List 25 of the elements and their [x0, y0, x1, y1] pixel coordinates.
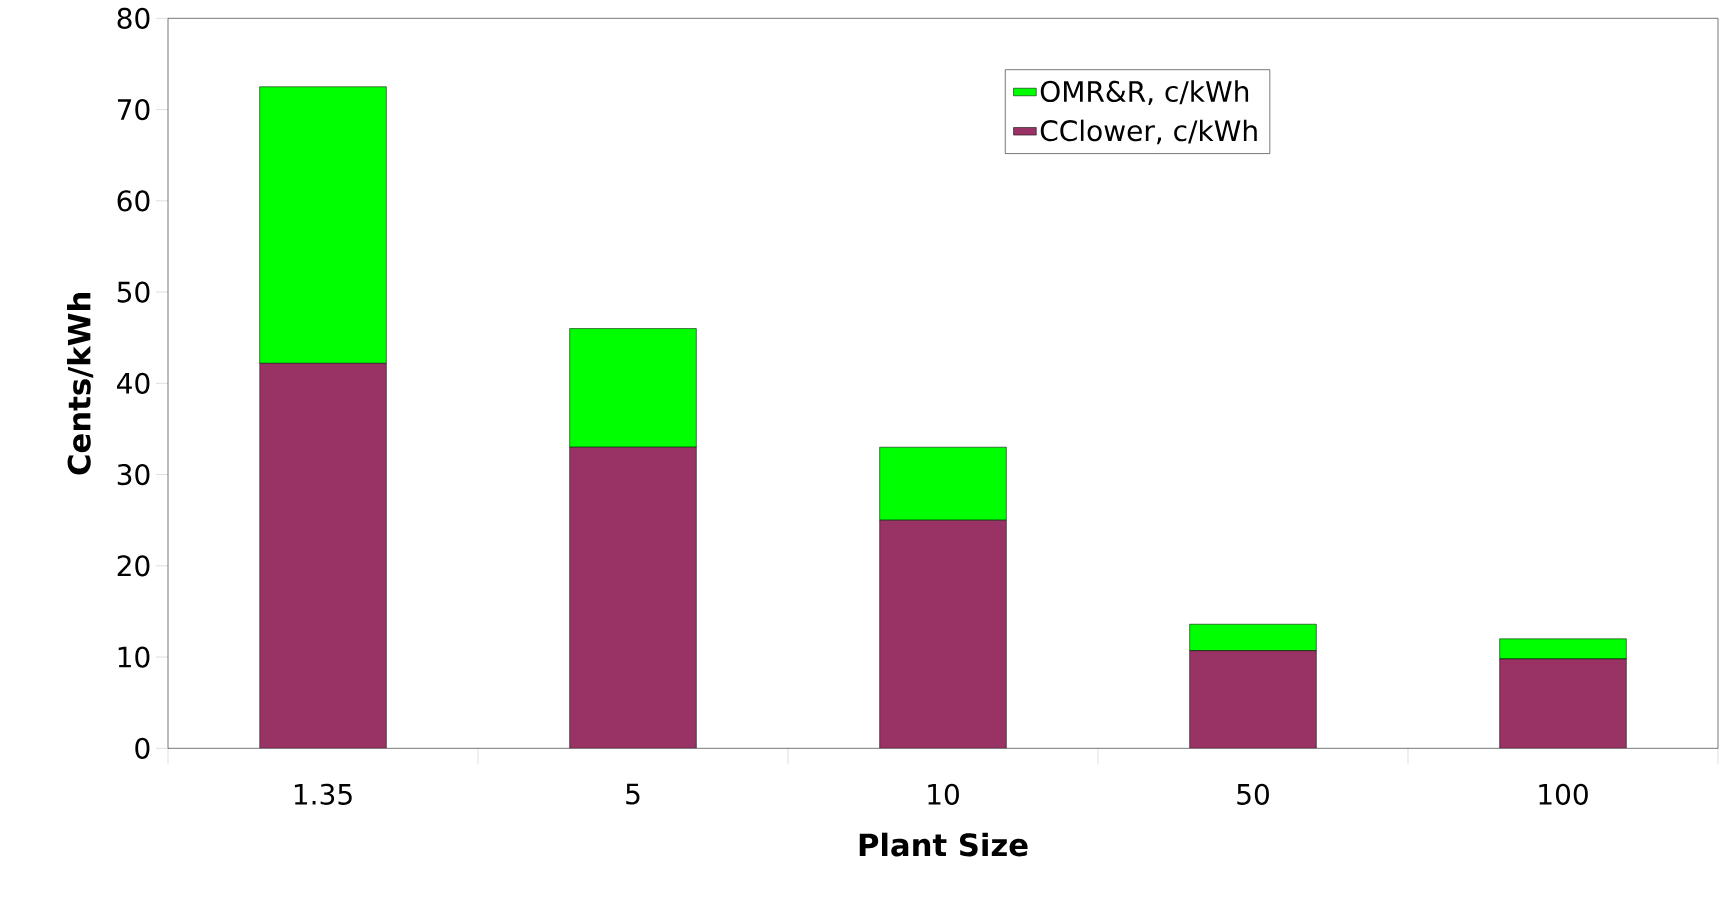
- x-tick-label: 50: [1237, 783, 1269, 805]
- bar: [1189, 623, 1317, 651]
- x-tick-label: 100: [1539, 783, 1588, 805]
- y-tick-label: 0: [135, 737, 150, 759]
- y-tick-label: 30: [117, 463, 150, 486]
- y-tick-label: 70: [117, 98, 150, 121]
- y-axis-title: Cents/kWh: [67, 293, 94, 475]
- y-tick-label: 40: [117, 372, 150, 394]
- y-tick-label: 60: [117, 190, 150, 212]
- bar: [879, 519, 1007, 749]
- bar: [259, 362, 387, 749]
- y-tick-label: 50: [117, 281, 150, 303]
- x-axis-title: Plant Size: [859, 832, 1028, 857]
- y-tick-label: 80: [117, 7, 150, 29]
- x-tick-label: 5: [626, 783, 640, 805]
- y-tick-label: 10: [118, 646, 150, 668]
- y-tick-label: 20: [117, 555, 150, 577]
- legend-label: CClower, c/kWh: [1040, 119, 1257, 145]
- x-tick-label: 10: [928, 783, 959, 805]
- bar: [569, 446, 697, 749]
- x-tick-label: 1.35: [294, 783, 352, 805]
- bar: [1189, 650, 1317, 749]
- bar: [879, 446, 1007, 521]
- legend-label: OMR&R, c/kWh: [1040, 80, 1249, 105]
- bar: [1499, 658, 1627, 749]
